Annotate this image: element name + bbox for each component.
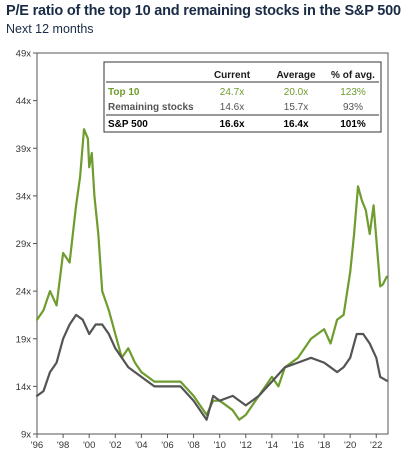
x-tick-label: '04 bbox=[135, 440, 147, 451]
series-line-top10 bbox=[35, 128, 388, 421]
row-remaining-label: Remaining stocks bbox=[108, 102, 194, 113]
row-top10-label: Top 10 bbox=[108, 87, 140, 98]
x-tick-label: '96 bbox=[31, 440, 43, 451]
y-tick-label: 9x bbox=[21, 430, 31, 441]
chart-title: P/E ratio of the top 10 and remaining st… bbox=[6, 3, 401, 19]
row-top10-pct: 123% bbox=[340, 87, 366, 98]
y-tick-label: 34x bbox=[16, 191, 32, 202]
row-sp500-average: 16.4x bbox=[283, 119, 308, 130]
y-tick-label: 29x bbox=[16, 239, 32, 250]
table-header-pct: % of avg. bbox=[331, 70, 375, 81]
chart-subtitle: Next 12 months bbox=[6, 22, 94, 36]
row-remaining-pct: 93% bbox=[343, 102, 363, 113]
x-tick-label: '18 bbox=[318, 440, 330, 451]
y-tick-label: 49x bbox=[16, 49, 32, 60]
x-tick-label: '08 bbox=[187, 440, 199, 451]
row-remaining-current: 14.6x bbox=[220, 102, 244, 113]
y-tick-label: 44x bbox=[16, 96, 32, 107]
table-header-average: Average bbox=[276, 70, 316, 81]
y-tick-label: 24x bbox=[16, 287, 32, 298]
x-tick-label: '10 bbox=[213, 440, 225, 451]
x-tick-label: '14 bbox=[266, 440, 278, 451]
series-lines bbox=[35, 128, 388, 421]
x-tick-label: '98 bbox=[57, 440, 69, 451]
row-top10-current: 24.7x bbox=[220, 87, 244, 98]
x-tick-label: '02 bbox=[109, 440, 121, 451]
y-tick-label: 14x bbox=[16, 382, 32, 393]
table-header-current: Current bbox=[214, 70, 251, 81]
y-tick-label: 39x bbox=[16, 144, 32, 155]
x-tick-label: '00 bbox=[83, 440, 95, 451]
series-line-remaining bbox=[35, 313, 388, 421]
row-sp500-label: S&P 500 bbox=[108, 119, 148, 130]
table-box bbox=[103, 61, 382, 133]
row-sp500-pct: 101% bbox=[340, 119, 366, 130]
x-tick-label: '16 bbox=[292, 440, 304, 451]
row-sp500-current: 16.6x bbox=[219, 119, 244, 130]
x-tick-label: '22 bbox=[370, 440, 382, 451]
summary-table: Current Average % of avg. Top 10 24.7x 2… bbox=[103, 61, 382, 133]
x-tick-label: '20 bbox=[344, 440, 356, 451]
x-tick-label: '06 bbox=[161, 440, 173, 451]
axes: 9x 14x 19x 24x 29x 34x 39x 44x 49x '96 '98 '00 '02 '0… bbox=[16, 49, 389, 451]
row-remaining-average: 15.7x bbox=[284, 102, 308, 113]
row-top10-average: 20.0x bbox=[284, 87, 308, 98]
x-tick-label: '12 bbox=[240, 440, 252, 451]
y-tick-label: 19x bbox=[16, 334, 32, 345]
